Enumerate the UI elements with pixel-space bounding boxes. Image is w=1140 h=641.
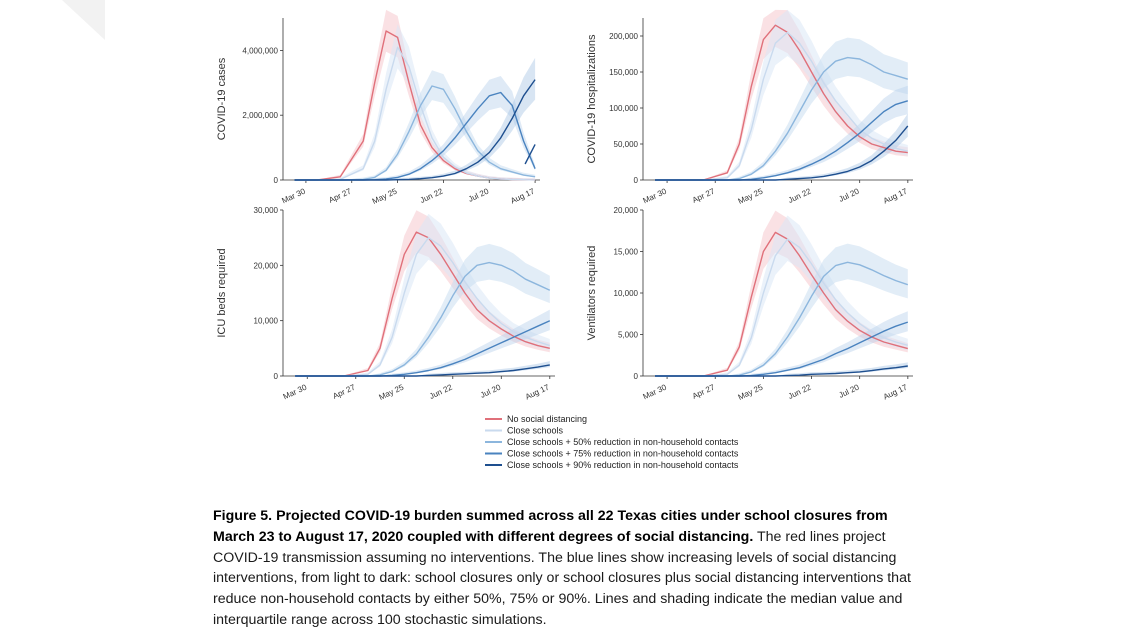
x-tick-label: Mar 30 (280, 186, 307, 205)
y-axis-label: COVID-19 hospitalizations (586, 34, 598, 164)
series-line (295, 364, 550, 377)
x-tick-label: May 25 (737, 186, 765, 205)
series-line (295, 231, 550, 377)
legend-label: Close schools + 75% reduction in non-hou… (507, 449, 739, 459)
caption-bold: Figure 5. Projected COVID-19 burden summ… (213, 508, 888, 545)
legend-item: Close schools + 75% reduction in non-hou… (485, 449, 739, 459)
x-tick-label: Aug 17 (882, 382, 909, 401)
series-band (655, 9, 908, 181)
x-tick-label: May 25 (737, 382, 765, 401)
x-tick-label: Jul 20 (837, 186, 861, 203)
series-line (655, 31, 908, 181)
y-tick-label: 0 (274, 372, 279, 381)
y-tick-label: 10,000 (254, 317, 279, 326)
legend-label: Close schools (507, 426, 564, 436)
y-axis-label: COVID-19 cases (216, 57, 228, 140)
caption-body: The red lines project COVID-19 transmiss… (213, 528, 911, 628)
legend-label: Close schools + 50% reduction in non-hou… (507, 437, 739, 447)
y-axis-label: ICU beds required (216, 248, 228, 337)
x-tick-label: Aug 17 (882, 186, 909, 205)
legend-item: Close schools + 50% reduction in non-hou… (485, 437, 739, 447)
x-tick-label: Jun 22 (787, 186, 813, 205)
y-tick-label: 4,000,000 (242, 46, 278, 55)
x-tick-label: Jul 20 (479, 382, 503, 399)
y-tick-label: 15,000 (614, 248, 639, 257)
figure-caption: Figure 5. Projected COVID-19 burden summ… (213, 506, 933, 631)
legend: No social distancing Close schools Close… (485, 414, 739, 470)
y-tick-label: 200,000 (609, 32, 638, 41)
series-line (294, 46, 536, 181)
series-line-spike (524, 144, 536, 165)
series-band (295, 213, 550, 376)
legend-label: No social distancing (507, 414, 587, 424)
x-tick-label: Mar 30 (642, 382, 669, 401)
series-band (295, 309, 550, 376)
y-tick-label: 20,000 (254, 261, 279, 270)
y-tick-label: 10,000 (614, 289, 639, 298)
y-tick-label: 0 (634, 372, 639, 381)
y-tick-label: 0 (274, 176, 279, 185)
y-tick-label: 50,000 (614, 140, 639, 149)
x-tick-label: Apr 27 (691, 186, 717, 204)
series-line (295, 236, 551, 377)
x-tick-label: Jun 22 (787, 382, 813, 401)
y-tick-label: 0 (634, 176, 639, 185)
series-line (655, 24, 908, 181)
x-tick-label: Aug 17 (509, 186, 536, 205)
legend-item: Close schools (485, 426, 564, 436)
y-tick-label: 5,000 (618, 331, 639, 340)
x-tick-label: Mar 30 (642, 186, 669, 205)
x-tick-label: May 25 (378, 382, 406, 401)
y-axis-label: Ventilators required (586, 246, 598, 341)
legend-label: Close schools + 90% reduction in non-hou… (507, 460, 739, 470)
series-band (294, 70, 536, 180)
chart-panel-cases: 0 2,000,000 4,000,000 Mar 30 Apr 27 May 25 Jun… (216, 9, 540, 206)
legend-item: Close schools + 90% reduction in non-hou… (485, 460, 739, 470)
legend-item: No social distancing (485, 414, 587, 424)
series-band (655, 243, 908, 376)
series-band (295, 361, 550, 376)
series-line (655, 365, 908, 377)
x-tick-label: May 25 (371, 186, 399, 205)
x-tick-label: Jun 22 (428, 382, 454, 401)
chart-panel-icu-beds: 0 10,000 20,000 30,000 Mar 30 Apr 27 May 25 Jun… (216, 206, 555, 402)
x-tick-label: Aug 17 (524, 382, 551, 401)
y-tick-label: 100,000 (609, 104, 638, 113)
x-tick-label: Apr 27 (327, 186, 353, 204)
series-band (295, 243, 550, 376)
x-tick-label: Jul 20 (467, 186, 491, 203)
y-tick-label: 20,000 (614, 206, 639, 215)
series-band (655, 37, 908, 180)
y-tick-label: 30,000 (254, 206, 279, 215)
series-band (655, 215, 908, 376)
series-band (294, 76, 536, 180)
series-line (294, 79, 536, 181)
series-line (655, 125, 909, 181)
x-tick-label: Jun 22 (419, 186, 445, 205)
chart-panel-ventilators: 0 5,000 10,000 15,000 20,000 Mar 30 Apr 27 May … (586, 206, 913, 402)
x-tick-label: Jul 20 (837, 382, 861, 399)
y-tick-label: 2,000,000 (242, 111, 278, 120)
x-tick-label: Mar 30 (282, 382, 309, 401)
series-line (655, 238, 908, 377)
chart-panel-hospitalizations: 0 50,000 100,000 150,000 200,000 Mar 30 Apr 27… (586, 9, 913, 206)
series-band (655, 85, 908, 180)
y-tick-label: 150,000 (609, 68, 638, 77)
x-tick-label: Apr 27 (331, 382, 357, 400)
x-tick-label: Apr 27 (691, 382, 717, 400)
